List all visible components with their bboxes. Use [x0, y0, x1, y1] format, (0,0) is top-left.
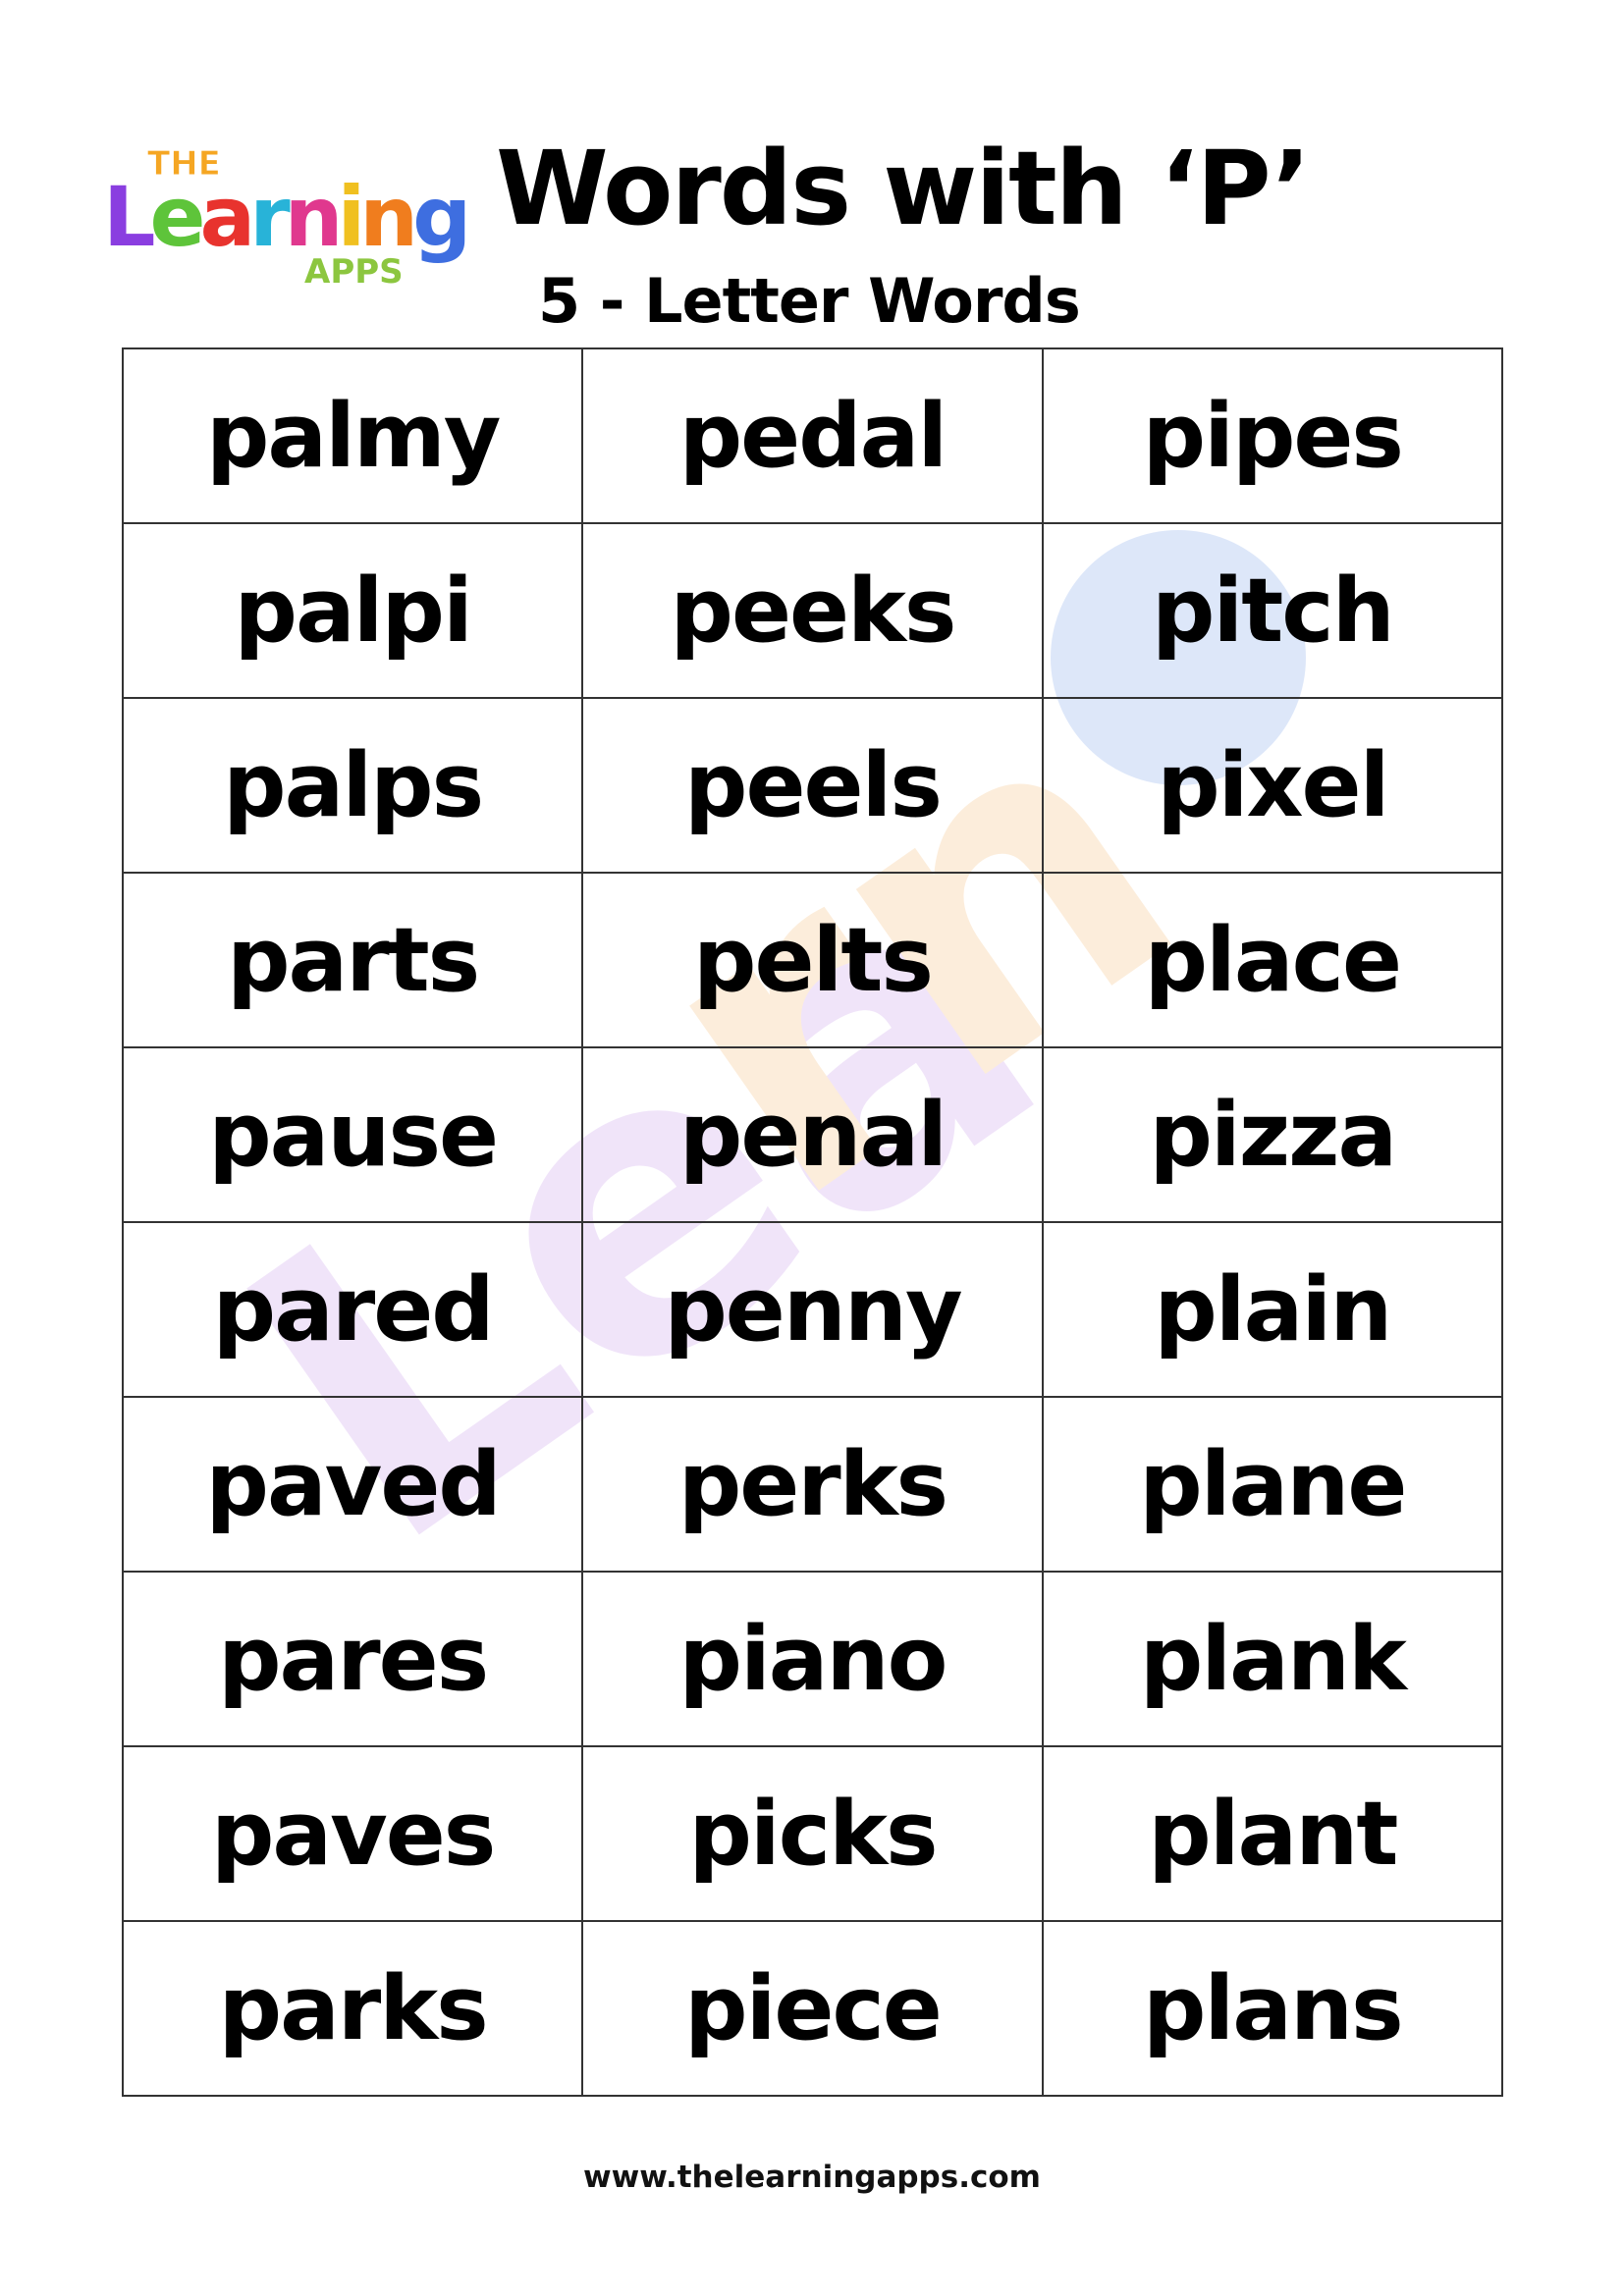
word-cell: peeks — [581, 522, 1044, 699]
word-cell: parts — [121, 872, 584, 1048]
svg-text:APPS: APPS — [304, 252, 404, 290]
word-cell: pelts — [581, 872, 1044, 1048]
table-row: parts pelts place — [121, 872, 1504, 1048]
word-cell: plant — [1041, 1745, 1504, 1922]
table-row: pause penal pizza — [121, 1046, 1504, 1223]
word-cell: plain — [1041, 1221, 1504, 1398]
svg-text:Learning: Learning — [103, 169, 465, 265]
logo: THE Learning APPS — [103, 144, 471, 291]
word-cell: piece — [581, 1920, 1044, 2097]
word-cell: parks — [121, 1920, 584, 2097]
page-title: Words with ‘P’ — [496, 129, 1311, 248]
page-subtitle: 5 - Letter Words — [538, 265, 1081, 337]
word-cell: penny — [581, 1221, 1044, 1398]
table-row: parks piece plans — [121, 1920, 1504, 2097]
word-cell: palmy — [121, 347, 584, 524]
table-row: pares piano plank — [121, 1571, 1504, 1747]
word-cell: piano — [581, 1571, 1044, 1747]
word-cell: perks — [581, 1396, 1044, 1573]
word-cell: plane — [1041, 1396, 1504, 1573]
word-cell: plank — [1041, 1571, 1504, 1747]
word-cell: place — [1041, 872, 1504, 1048]
word-cell: plans — [1041, 1920, 1504, 2097]
table-row: palpi peeks pitch — [121, 522, 1504, 699]
word-cell: pedal — [581, 347, 1044, 524]
word-cell: pitch — [1041, 522, 1504, 699]
svg-text:THE: THE — [147, 144, 221, 184]
word-cell: penal — [581, 1046, 1044, 1223]
table-row: palps peels pixel — [121, 697, 1504, 874]
footer-url: www.thelearningapps.com — [583, 2160, 1041, 2195]
word-table: palmy pedal pipes palpi peeks pitch palps peels… — [121, 347, 1504, 2097]
word-cell: picks — [581, 1745, 1044, 1922]
word-cell: pixel — [1041, 697, 1504, 874]
word-cell: pares — [121, 1571, 584, 1747]
table-row: palmy pedal pipes — [121, 347, 1504, 524]
table-row: paves picks plant — [121, 1745, 1504, 1922]
word-cell: palpi — [121, 522, 584, 699]
table-row: pared penny plain — [121, 1221, 1504, 1398]
word-cell: pipes — [1041, 347, 1504, 524]
word-cell: pared — [121, 1221, 584, 1398]
table-row: paved perks plane — [121, 1396, 1504, 1573]
word-cell: palps — [121, 697, 584, 874]
word-cell: pizza — [1041, 1046, 1504, 1223]
word-cell: paves — [121, 1745, 584, 1922]
word-cell: peels — [581, 697, 1044, 874]
word-cell: pause — [121, 1046, 584, 1223]
word-cell: paved — [121, 1396, 584, 1573]
